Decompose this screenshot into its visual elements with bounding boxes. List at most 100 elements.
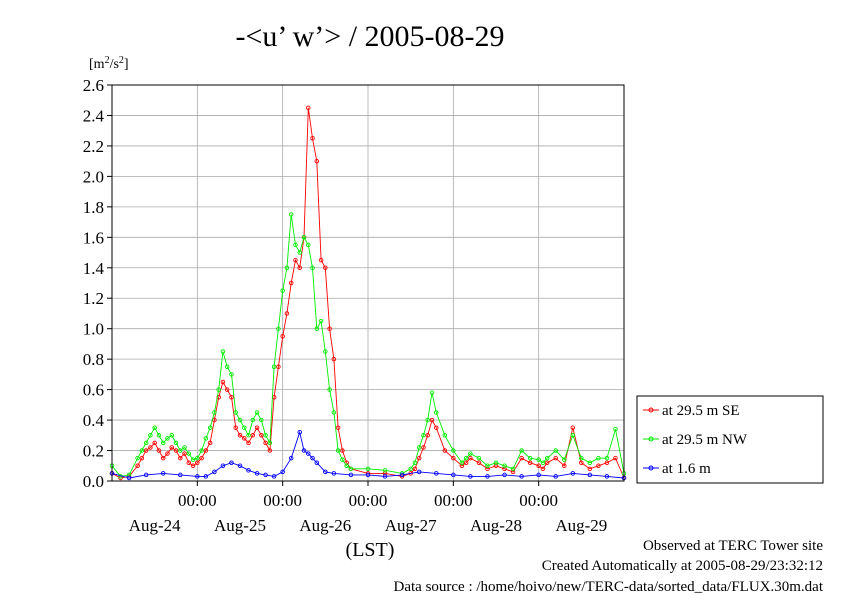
data-point: [237, 433, 243, 438]
data-point: [365, 472, 371, 478]
x-tick-label-time: 00:00: [178, 491, 217, 510]
x-tick-label-date: Aug-26: [299, 516, 351, 535]
data-point: [297, 430, 302, 435]
legend-swatch-marker: [648, 407, 654, 413]
data-point: [604, 460, 610, 465]
x-tick-label-time: 00:00: [519, 491, 558, 510]
data-point: [229, 460, 234, 465]
data-point: [562, 457, 567, 462]
data-point: [143, 472, 149, 478]
data-point: [327, 326, 332, 331]
data-point: [152, 425, 157, 430]
data-point: [182, 445, 187, 450]
data-point: [148, 445, 153, 450]
data-point: [233, 410, 238, 415]
data-point: [434, 425, 439, 430]
data-point: [143, 440, 149, 446]
data-point: [553, 474, 558, 479]
data-point: [271, 474, 277, 479]
data-point: [233, 425, 238, 430]
y-tick-label: 1.4: [83, 259, 105, 278]
data-point: [306, 242, 311, 248]
data-point: [314, 326, 320, 331]
data-point: [173, 448, 179, 453]
footer-observed: Observed at TERC Tower site: [643, 538, 823, 554]
footer-created: Created Automatically at 2005-08-29/23:3…: [542, 558, 823, 574]
data-point: [587, 460, 593, 465]
data-point: [250, 433, 256, 438]
data-point: [429, 417, 435, 423]
data-point: [135, 463, 140, 469]
x-axis-ticks: 00:00 00:00 00:00 00:00 00:00 Aug-24 Aug-25 Aug…: [129, 481, 607, 535]
data-point: [463, 460, 469, 465]
x-tick-label-date: Aug-24: [129, 516, 181, 535]
data-point: [203, 436, 209, 441]
data-point: [596, 455, 601, 461]
data-point: [416, 455, 422, 461]
data-point: [519, 474, 524, 479]
data-point: [553, 448, 558, 453]
data-point: [224, 364, 230, 370]
data-point: [263, 433, 268, 438]
data-point: [254, 425, 260, 430]
data-point: [382, 474, 388, 479]
legend-box: [636, 395, 824, 484]
data-point: [442, 433, 448, 438]
data-point: [502, 472, 507, 478]
data-point: [442, 448, 448, 453]
data-point: [297, 250, 302, 255]
data-point: [412, 460, 418, 465]
data-point: [267, 448, 273, 453]
data-point: [434, 410, 439, 415]
data-point: [237, 463, 243, 469]
grid: [112, 85, 624, 481]
data-point: [178, 448, 183, 453]
data-point: [126, 472, 132, 478]
data-point: [468, 474, 473, 479]
data-point: [434, 471, 439, 476]
data-point: [519, 448, 524, 453]
footer-data-source: Data source : /home/hoivo/new/TERC-data/…: [394, 579, 824, 595]
data-point: [579, 460, 584, 465]
x-tick-label-date: Aug-27: [385, 516, 437, 535]
data-point: [587, 466, 593, 472]
data-point: [173, 440, 179, 446]
legend-swatch-marker: [648, 465, 654, 471]
data-point: [156, 448, 162, 453]
x-tick-label-date: Aug-28: [470, 516, 522, 535]
data-point: [416, 469, 422, 475]
data-point: [207, 425, 213, 430]
data-point: [182, 451, 187, 456]
data-point: [220, 379, 226, 385]
data-point: [540, 460, 546, 465]
data-point: [160, 440, 166, 446]
data-point: [224, 387, 230, 392]
data-point: [421, 445, 426, 450]
data-point: [348, 472, 354, 478]
data-point: [276, 326, 281, 331]
data-point: [604, 474, 610, 479]
data-point: [510, 469, 516, 475]
data-point: [276, 364, 281, 370]
legend-label: at 1.6 m: [662, 461, 711, 477]
data-point: [156, 433, 162, 438]
data-point: [199, 455, 204, 461]
data-point: [160, 471, 166, 476]
data-point: [263, 472, 268, 478]
data-point: [451, 455, 456, 461]
y-tick-label: 0.0: [83, 472, 104, 491]
y-tick-label: 0.4: [83, 411, 105, 430]
data-point: [246, 468, 251, 473]
x-tick-label-time: 00:00: [349, 491, 388, 510]
x-tick-label-time: 00:00: [263, 491, 302, 510]
data-point: [271, 364, 277, 370]
x-axis-label: (LST): [346, 539, 395, 561]
data-point: [301, 235, 307, 240]
data-point: [242, 436, 247, 441]
series-line: [111, 214, 625, 477]
data-point: [216, 387, 221, 392]
data-point: [135, 455, 140, 461]
data-point: [152, 440, 157, 446]
y-tick-label: 2.0: [83, 167, 104, 186]
